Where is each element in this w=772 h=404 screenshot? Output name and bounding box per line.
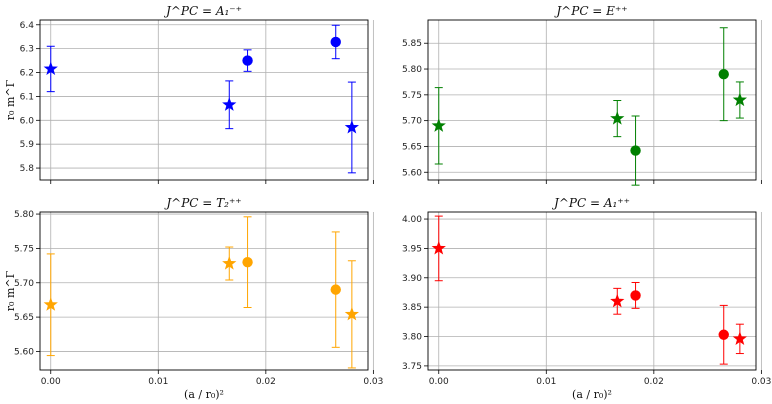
y-tick-label: 5.65 <box>14 313 34 323</box>
panel-t2-plus-plus: 0.00 0.01 0.02 0.03 5.60 5.65 5.70 5.75 5.80 J^PC… <box>4 196 383 401</box>
x-tick-label: 0.01 <box>148 377 168 387</box>
y-tick-label: 6.3 <box>20 45 34 55</box>
y-axis-label: r₀ m^Γ <box>4 79 17 120</box>
data-point-star <box>43 297 58 311</box>
y-tick-label: 5.60 <box>14 347 34 357</box>
panel-title: J^PC = A₁⁻⁺ <box>163 4 242 18</box>
y-tick-label: 6.2 <box>20 69 34 79</box>
y-tick-label: 3.90 <box>402 274 422 284</box>
y-tick-label: 5.75 <box>14 244 34 254</box>
data-point-circle <box>330 284 341 295</box>
x-tick-label: 0.03 <box>751 377 771 387</box>
y-tick-label: 6.4 <box>20 21 35 31</box>
y-tick-label: 5.85 <box>402 39 422 49</box>
y-tick-label: 5.60 <box>402 168 422 178</box>
y-tick-label: 6.0 <box>20 116 35 126</box>
panel-a1-minus-plus: 5.8 5.9 6.0 6.1 6.2 6.3 6.4 J^PC = A₁⁻⁺ r₀ m^Γ <box>4 4 374 184</box>
data-point-circle <box>330 36 341 48</box>
y-tick-label: 4.00 <box>402 215 422 225</box>
data-point-star <box>732 331 747 345</box>
y-tick-label: 6.1 <box>20 92 34 102</box>
plot-frame <box>39 19 369 181</box>
data-point-circle <box>242 256 253 268</box>
data-point-circle <box>242 55 253 66</box>
y-tick-label: 5.8 <box>20 164 35 174</box>
data-point-star <box>222 97 237 111</box>
data-point-star <box>43 61 58 76</box>
x-axis-label: (a / r₀)² <box>572 388 612 401</box>
panel-title: J^PC = A₁⁺⁺ <box>551 196 630 210</box>
y-tick-label: 3.85 <box>402 303 422 313</box>
y-tick-label: 3.95 <box>402 244 422 254</box>
data-point-star <box>344 119 359 134</box>
y-tick-label: 5.80 <box>14 210 34 220</box>
x-tick-label: 0.03 <box>363 377 383 387</box>
y-tick-label: 5.70 <box>14 279 34 289</box>
data-point-circle <box>630 145 641 156</box>
data-point-star <box>732 92 747 107</box>
x-axis-label: (a / r₀)² <box>184 388 224 401</box>
y-tick-label: 5.75 <box>402 91 422 101</box>
plot-frame <box>427 211 757 371</box>
x-tick-label: 0.00 <box>429 377 449 387</box>
x-tick-label: 0.02 <box>256 377 276 387</box>
y-tick-label: 5.65 <box>402 142 422 152</box>
x-tick-label: 0.01 <box>536 377 556 387</box>
panel-title: J^PC = E⁺⁺ <box>553 4 627 18</box>
y-tick-label: 5.9 <box>20 140 35 150</box>
data-point-star <box>610 293 625 308</box>
x-tick-label: 0.00 <box>41 377 61 387</box>
y-tick-label: 3.80 <box>402 333 422 343</box>
data-point-star <box>344 306 359 321</box>
panel-e-plus-plus: 5.60 5.65 5.70 5.75 5.80 5.85 J^PC = E⁺⁺ <box>402 4 762 186</box>
data-point-star <box>222 256 237 270</box>
x-tick-label: 0.02 <box>644 377 664 387</box>
y-tick-label: 5.80 <box>402 65 422 75</box>
y-tick-label: 5.70 <box>402 117 422 127</box>
plot-frame <box>427 19 757 181</box>
plot-frame <box>39 211 369 371</box>
data-point-circle <box>718 68 729 80</box>
data-point-star <box>431 118 446 132</box>
panel-a1-plus-plus: 0.00 0.01 0.02 0.03 3.75 3.80 3.85 3.90 3.95 4.00… <box>402 196 771 401</box>
data-point-circle <box>718 329 729 340</box>
data-point-star <box>610 111 625 125</box>
data-point-circle <box>630 290 641 301</box>
data-point-star <box>431 240 446 255</box>
y-axis-label: r₀ m^Γ <box>4 270 17 311</box>
y-tick-label: 3.75 <box>402 362 422 372</box>
panel-title: J^PC = T₂⁺⁺ <box>163 196 241 210</box>
